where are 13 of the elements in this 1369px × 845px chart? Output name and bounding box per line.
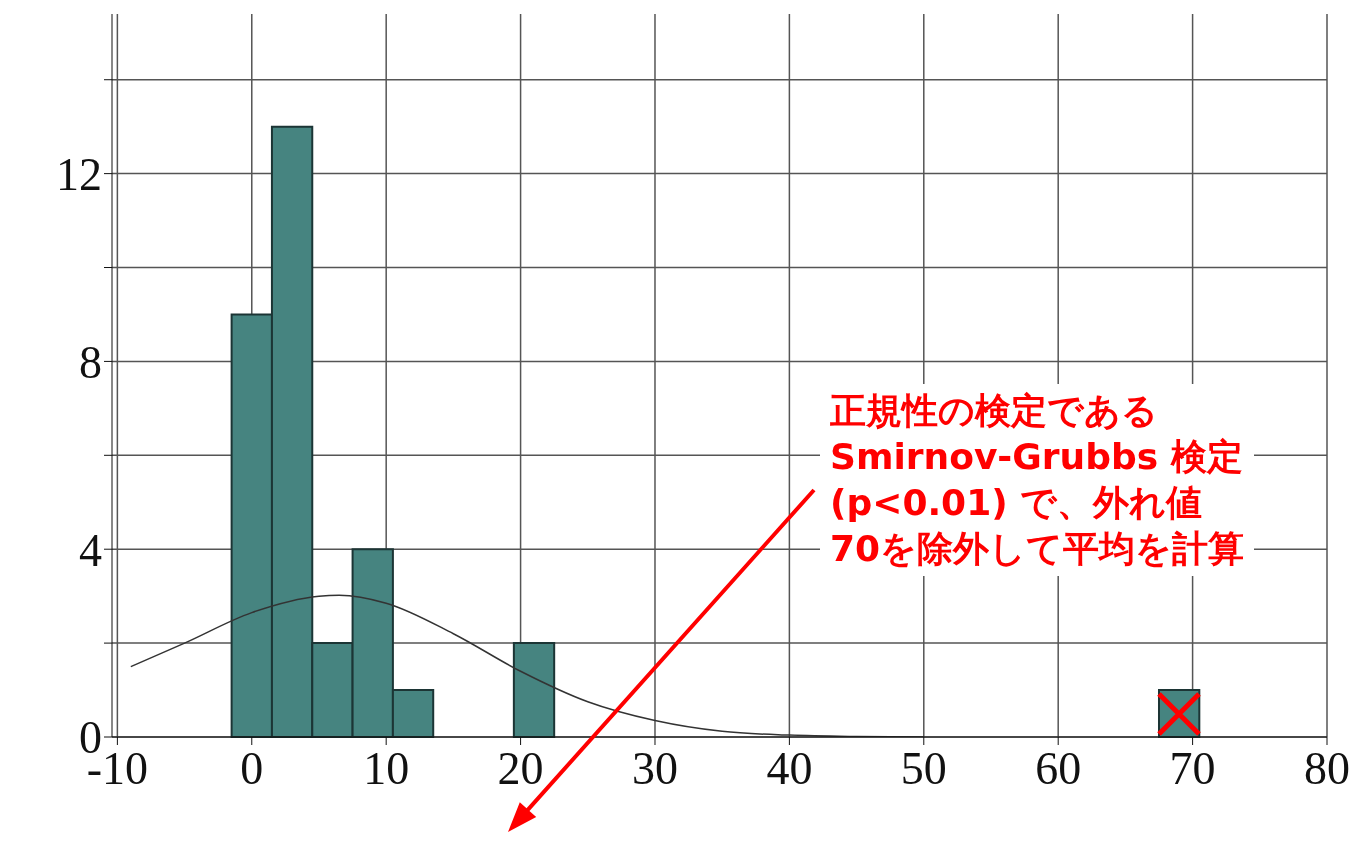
x-tick-label: 80 xyxy=(1304,742,1350,794)
x-tick-label: 20 xyxy=(497,742,544,794)
x-tick-label: 50 xyxy=(900,742,947,794)
x-tick-label: 0 xyxy=(240,742,264,794)
y-tick-label: 8 xyxy=(79,336,102,388)
annotation: 正規性の検定である Smirnov-Grubbs 検定 (p<0.01) で、外れ値 70を除外して平均を計算 xyxy=(820,384,1255,576)
x-tick-label: 10 xyxy=(363,742,410,794)
y-tick-label: 4 xyxy=(79,524,102,576)
y-tick-label: 12 xyxy=(56,148,102,200)
x-tick-label: 60 xyxy=(1035,742,1082,794)
x-tick-label: 70 xyxy=(1169,742,1216,794)
x-tick-label: 40 xyxy=(766,742,813,794)
x-tick-label: 30 xyxy=(631,742,678,794)
